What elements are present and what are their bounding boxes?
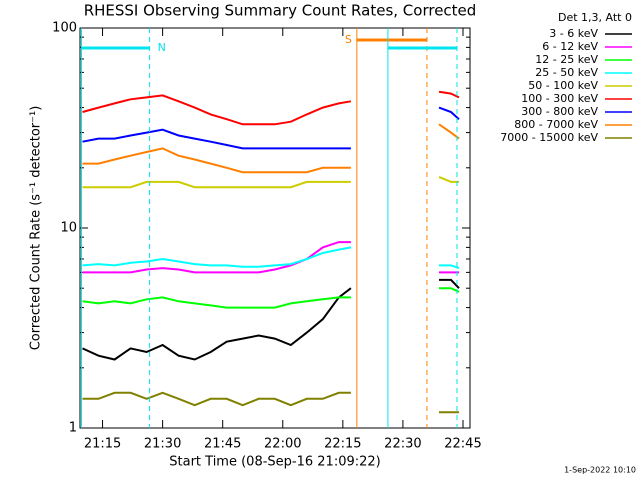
legend-label: 6 - 12 keV bbox=[542, 40, 598, 53]
series-line bbox=[82, 241, 459, 274]
x-tick-label: 21:15 bbox=[84, 437, 121, 452]
legend-label: 3 - 6 keV bbox=[549, 27, 598, 40]
series-line bbox=[82, 90, 460, 126]
x-tick-label: 22:30 bbox=[384, 437, 421, 452]
legend-label: 100 - 300 keV bbox=[521, 92, 598, 105]
x-tick-label: 21:30 bbox=[144, 437, 181, 452]
y-tick-label: 1 bbox=[69, 421, 77, 436]
series-line bbox=[82, 246, 460, 270]
period-label: N bbox=[158, 41, 166, 54]
x-tick-label: 22:00 bbox=[264, 437, 301, 452]
plot-frame bbox=[79, 27, 471, 429]
legend-title: Det 1,3, Att 0 bbox=[558, 11, 632, 24]
legend-label: 300 - 800 keV bbox=[521, 105, 598, 118]
series-line bbox=[82, 391, 459, 414]
x-tick-label: 22:15 bbox=[324, 437, 361, 452]
chart-title: RHESSI Observing Summary Count Rates, Co… bbox=[84, 2, 477, 20]
legend-label: 7000 - 15000 keV bbox=[500, 131, 598, 144]
period-label: S bbox=[345, 33, 352, 46]
x-axis-label: Start Time (08-Sep-16 21:09:22) bbox=[169, 455, 380, 470]
legend-label: 800 - 7000 keV bbox=[514, 118, 598, 131]
series-line bbox=[82, 123, 460, 174]
legend-label: 12 - 25 keV bbox=[535, 53, 598, 66]
y-tick-label: 100 bbox=[52, 21, 77, 36]
series-line bbox=[82, 287, 460, 309]
series-line bbox=[82, 106, 460, 150]
x-tick-label: 22:45 bbox=[444, 437, 481, 452]
series-line bbox=[82, 175, 459, 189]
y-axis-label: Corrected Count Rate (s⁻¹ detector⁻¹) bbox=[29, 106, 44, 351]
series-line bbox=[82, 278, 460, 361]
legend-label: 25 - 50 keV bbox=[535, 66, 598, 79]
legend-label: 50 - 100 keV bbox=[528, 79, 598, 92]
x-tick-label: 21:45 bbox=[204, 437, 241, 452]
y-tick-label: 10 bbox=[60, 221, 77, 236]
timestamp: 1-Sep-2022 10:10 bbox=[564, 466, 636, 475]
